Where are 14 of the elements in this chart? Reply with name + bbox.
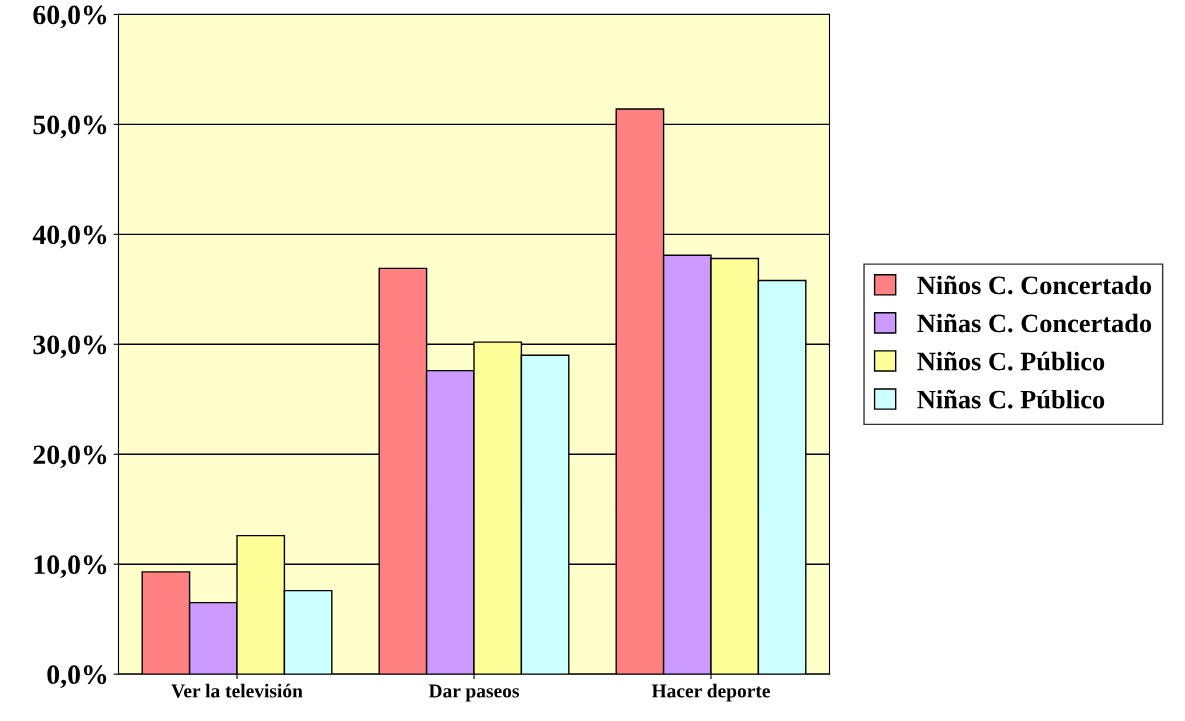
legend-label: Niños C. Público <box>917 351 1105 371</box>
y-tick-label: 10,0% <box>34 555 107 579</box>
y-tick-label: 20,0% <box>33 445 107 469</box>
legend-label: Niñas C. Concertado <box>917 313 1152 333</box>
x-tick-label: Hacer deporte <box>651 683 770 702</box>
y-tick-label: 40,0% <box>32 225 107 249</box>
y-tick-label: 60,0% <box>33 5 107 29</box>
y-tick-label: 50,0% <box>33 115 107 139</box>
y-tick-label: 30,0% <box>33 335 107 359</box>
x-tick-label: Dar paseos <box>428 684 519 702</box>
legend-label: Niñas C. Público <box>917 389 1105 409</box>
legend-label: Niños C. Concertado <box>917 275 1152 295</box>
y-tick-label: 0,0% <box>47 665 107 689</box>
x-tick-label: Ver la televisión <box>171 683 303 698</box>
